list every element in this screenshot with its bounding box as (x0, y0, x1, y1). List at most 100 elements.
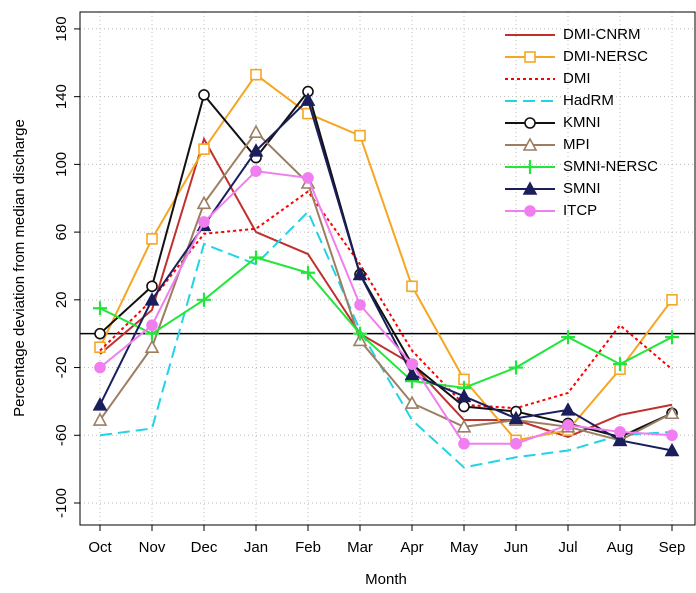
y-tick-label: -60 (53, 424, 70, 446)
marker (406, 280, 418, 293)
legend-item: SMNI-NERSC (505, 158, 658, 175)
legend-item: DMI-CNRM (505, 26, 640, 43)
marker (92, 397, 108, 411)
y-axis-label: Percentage deviation from median dischar… (11, 119, 28, 417)
x-axis-label: Month (365, 571, 407, 588)
marker (665, 330, 679, 345)
marker (250, 68, 262, 81)
marker (524, 51, 536, 63)
x-tick-label: Feb (295, 539, 321, 556)
y-tick-label: -100 (53, 488, 70, 518)
series-line (99, 130, 673, 442)
marker (146, 319, 158, 332)
marker (94, 341, 106, 354)
x-tick-label: Jul (558, 539, 577, 556)
marker (456, 388, 472, 403)
series-line (99, 73, 673, 442)
marker (523, 160, 537, 174)
legend-label: SMNI (563, 180, 601, 197)
legend-item: KMNI (505, 114, 601, 131)
y-tick-label: -20 (53, 357, 70, 379)
marker (522, 181, 538, 195)
legend-label: KMNI (563, 114, 601, 131)
marker (354, 129, 366, 142)
series-line (99, 136, 673, 439)
marker (664, 442, 680, 457)
marker (250, 165, 262, 177)
legend-item: ITCP (505, 202, 597, 219)
marker (510, 437, 522, 450)
x-tick-label: Jan (244, 539, 268, 556)
marker (522, 137, 538, 151)
marker (300, 92, 316, 106)
marker (301, 265, 315, 280)
marker (249, 250, 263, 265)
marker (509, 360, 523, 375)
marker (404, 395, 420, 409)
legend-label: DMI (563, 70, 591, 87)
series-line (99, 256, 673, 389)
marker (198, 89, 210, 101)
marker (666, 294, 678, 306)
plot-frame (79, 11, 696, 526)
marker (524, 117, 536, 129)
y-tick-label: 60 (53, 224, 70, 241)
y-tick-label: 100 (53, 152, 70, 177)
marker (248, 143, 264, 157)
marker (458, 400, 470, 413)
x-tick-label: Mar (347, 539, 373, 556)
x-tick-label: Dec (191, 539, 218, 556)
legend-item: DMI (505, 70, 591, 87)
legend-label: HadRM (563, 92, 614, 109)
legend-label: ITCP (563, 202, 597, 219)
marker (94, 361, 106, 374)
marker (146, 280, 158, 293)
marker (560, 402, 576, 416)
x-tick-label: Oct (88, 539, 112, 556)
marker (612, 432, 628, 447)
marker (456, 419, 472, 433)
marker (146, 233, 158, 245)
legend-label: DMI-CNRM (563, 26, 640, 43)
marker (664, 405, 680, 420)
marker (302, 172, 314, 184)
series-line (99, 190, 673, 410)
y-tick-label: 140 (53, 84, 70, 109)
marker (248, 124, 264, 139)
x-tick-label: May (450, 539, 479, 556)
marker (198, 143, 210, 155)
marker (93, 301, 107, 316)
marker (524, 205, 536, 217)
legend-label: SMNI-NERSC (563, 158, 658, 175)
marker (196, 195, 212, 210)
marker (508, 410, 524, 425)
marker (92, 412, 108, 426)
marker (94, 327, 106, 340)
marker (353, 326, 367, 341)
legend-item: MPI (505, 136, 590, 153)
marker (352, 266, 368, 281)
legend-item: DMI-NERSC (505, 48, 648, 65)
marker (404, 366, 420, 381)
x-tick-label: Apr (400, 539, 423, 556)
marker (562, 419, 574, 431)
marker (458, 437, 470, 450)
marker (561, 330, 575, 345)
marker (144, 292, 160, 306)
marker (666, 429, 678, 442)
legend-item: SMNI (505, 180, 601, 197)
series-line (99, 170, 673, 445)
marker (144, 339, 160, 354)
x-tick-label: Nov (139, 539, 166, 556)
marker (354, 299, 366, 311)
marker (406, 358, 418, 370)
y-tick-label: 20 (53, 291, 70, 308)
marker (198, 216, 210, 228)
x-tick-label: Sep (659, 539, 686, 556)
legend-item: HadRM (505, 92, 614, 109)
x-tick-label: Aug (607, 539, 634, 556)
y-tick-label: 180 (53, 16, 70, 41)
marker (614, 426, 626, 438)
x-tick-label: Jun (504, 539, 528, 556)
